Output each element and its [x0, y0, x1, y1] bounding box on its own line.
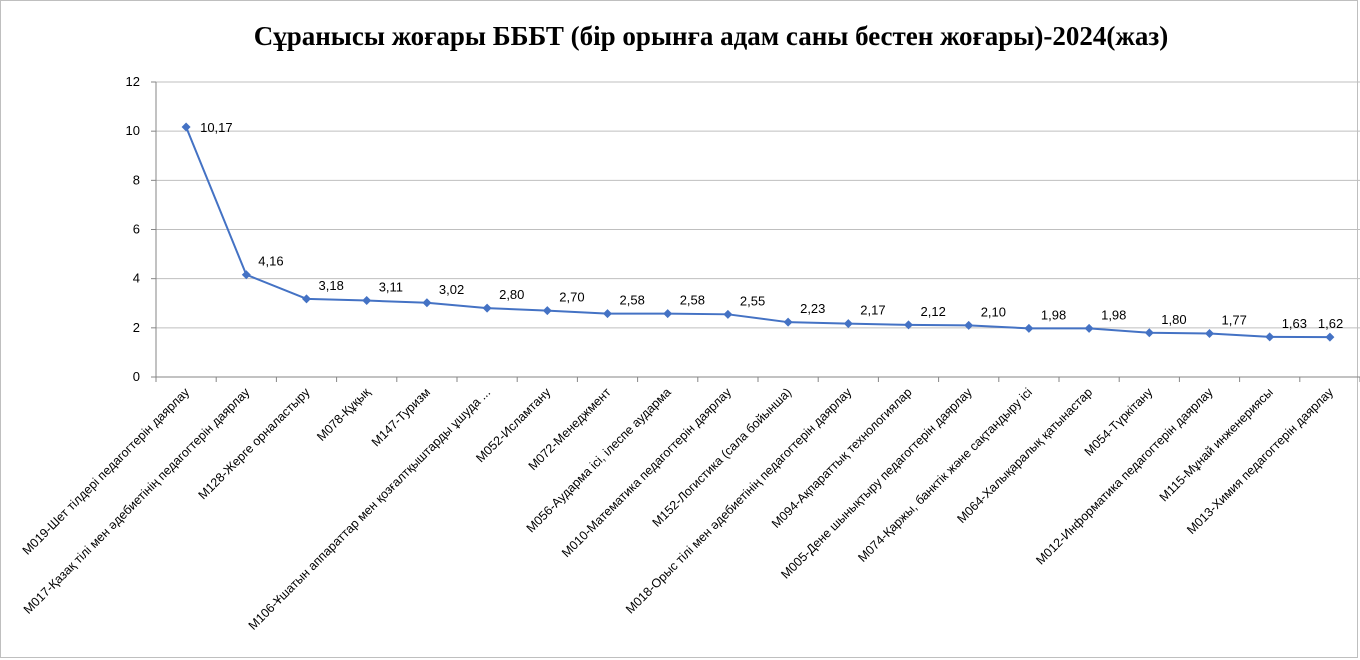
data-point — [1265, 332, 1275, 342]
data-point — [964, 320, 974, 330]
data-label: 2,23 — [800, 301, 825, 316]
x-tick-label: M128-Жерге орналастыру — [196, 385, 314, 503]
data-label: 1,77 — [1222, 312, 1247, 327]
x-tick-label: M018-Орыс тілі мен әдебиетінің педагогте… — [623, 385, 855, 617]
data-label: 1,98 — [1101, 307, 1126, 322]
chart-title: Сұранысы жоғары БББТ (бір орынға адам са… — [254, 21, 1169, 51]
data-label: 3,18 — [319, 278, 344, 293]
data-label: 2,70 — [559, 290, 584, 305]
data-label: 2,55 — [740, 293, 765, 308]
series-line — [185, 126, 1330, 339]
data-label: 2,80 — [499, 287, 524, 302]
data-label: 10,17 — [200, 120, 233, 135]
data-point — [1084, 323, 1094, 333]
x-tick-labels: M019-Шет тілдері педагогтерін даярлауM01… — [20, 385, 1337, 633]
x-tick-label: M115-Мұнай инженериясы — [1157, 385, 1276, 504]
data-label: 1,98 — [1041, 307, 1066, 322]
data-point — [422, 298, 432, 308]
y-tick-label: 2 — [133, 320, 140, 335]
data-point — [482, 303, 492, 313]
x-tick-label: M147-Туризм — [369, 385, 433, 449]
data-point — [603, 309, 612, 319]
data-label: 2,10 — [981, 304, 1006, 319]
data-label: 3,11 — [379, 280, 403, 295]
data-label: 2,58 — [620, 293, 645, 308]
y-tick-label: 4 — [133, 271, 140, 286]
data-point — [1144, 328, 1154, 338]
y-tick-label: 6 — [133, 222, 140, 237]
x-tick-label: M078-Құқық — [314, 385, 373, 444]
y-tick-label: 12 — [126, 74, 140, 89]
data-point — [1024, 323, 1034, 333]
data-labels: 10,17 4,16 3,18 3,11 3,02 2,80 2,70 2,58 2,58 2,5… — [200, 120, 1343, 331]
y-tick-labels: 0 2 4 6 8 10 12 — [126, 74, 140, 384]
data-point — [362, 296, 372, 306]
y-tick-label: 10 — [126, 123, 140, 138]
data-point — [241, 270, 251, 280]
data-label: 4,16 — [258, 254, 283, 269]
gridlines — [156, 81, 1360, 329]
x-tick-label: M017-Қазақ тілі мен әдебиетінің педагогт… — [21, 385, 253, 617]
data-point — [181, 122, 191, 132]
series — [181, 122, 1335, 342]
data-point — [904, 320, 913, 330]
data-label: 1,63 — [1282, 316, 1307, 331]
data-point — [843, 319, 853, 329]
data-label: 1,80 — [1161, 312, 1186, 327]
data-point — [1205, 328, 1214, 338]
data-label: 1,62 — [1318, 316, 1343, 331]
data-label: 3,02 — [439, 282, 464, 297]
y-tick-label: 0 — [133, 369, 140, 384]
data-point — [783, 317, 793, 327]
data-point — [723, 309, 733, 319]
data-point — [542, 306, 552, 316]
x-tick-label: M064-Халықаралық қатынастар — [955, 385, 1096, 526]
data-label: 2,12 — [921, 304, 946, 319]
data-point — [1325, 332, 1335, 342]
data-label: 2,17 — [860, 303, 885, 318]
axes — [151, 81, 1360, 382]
data-label: 2,58 — [680, 293, 705, 308]
data-point — [663, 309, 673, 319]
data-point — [302, 294, 311, 304]
y-tick-label: 8 — [133, 172, 140, 187]
